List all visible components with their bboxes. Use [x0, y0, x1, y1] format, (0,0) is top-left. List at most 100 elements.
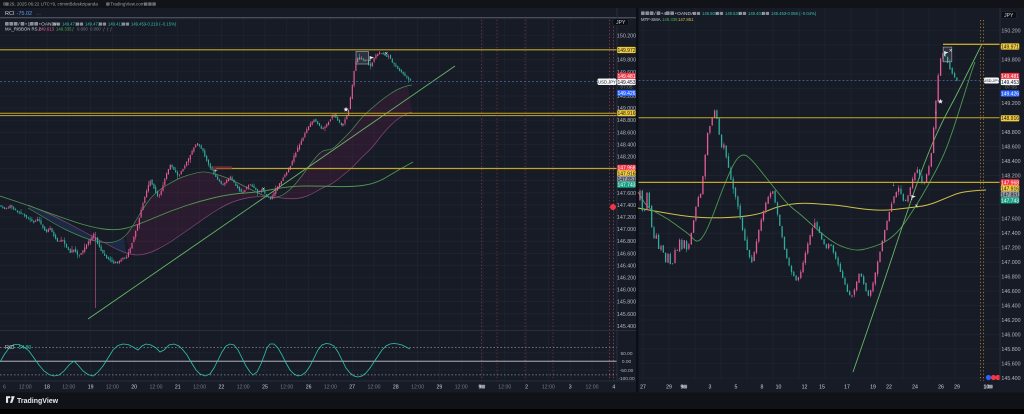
svg-text:4: 4	[612, 384, 615, 390]
svg-text:-50.00: -50.00	[620, 368, 634, 374]
svg-text:148.800: 148.800	[617, 118, 636, 124]
svg-text:147.200: 147.200	[1001, 246, 1020, 252]
svg-text:TradingView: TradingView	[17, 398, 59, 405]
svg-text:USD.JPY: USD.JPY	[598, 79, 616, 84]
svg-text:148.400: 148.400	[1001, 159, 1020, 165]
svg-text:1: 1	[28, 21, 31, 27]
svg-text:148.400: 148.400	[617, 142, 636, 148]
svg-text:20: 20	[131, 384, 137, 390]
svg-text:3: 3	[569, 384, 572, 390]
svg-text:21: 21	[175, 384, 181, 390]
svg-text:147.851: 147.851	[617, 177, 635, 183]
svg-text:149.471: 149.471	[62, 21, 78, 26]
svg-text:↑: ↑	[341, 123, 344, 129]
svg-text:/: /	[654, 11, 656, 17]
svg-text:149.453: 149.453	[1001, 80, 1019, 86]
svg-text:149.481: 149.481	[1001, 74, 1019, 80]
svg-text:145.400: 145.400	[617, 324, 636, 330]
svg-text:12:00: 12:00	[62, 384, 75, 390]
svg-text:147.851: 147.851	[1001, 192, 1019, 198]
svg-text:149.426: 149.426	[1001, 91, 1019, 97]
svg-text:MTF-SMA: MTF-SMA	[641, 17, 661, 22]
svg-text:USD.JPY: USD.JPY	[983, 79, 1000, 83]
svg-text:148.200: 148.200	[617, 155, 636, 161]
svg-text:12:00: 12:00	[193, 384, 206, 390]
svg-text:-54.80: -54.80	[17, 345, 31, 351]
svg-text:149.426: 149.426	[617, 91, 635, 97]
svg-text:149.600: 149.600	[617, 70, 636, 76]
svg-text:12:00: 12:00	[106, 384, 119, 390]
svg-text:146.600: 146.600	[1001, 289, 1020, 295]
svg-text:9: 9	[681, 384, 684, 390]
svg-text:ƒ ƒ ƒ: ƒ ƒ ƒ	[103, 27, 112, 32]
svg-text:27: 27	[349, 384, 355, 390]
svg-text:29, 2025 06:22 UTC+9, criminB: 29, 2025 06:22 UTC+9, criminBdoskzipanda	[9, 2, 98, 7]
svg-text:147.916: 147.916	[617, 171, 635, 177]
svg-text:07:05: 07:05	[1005, 84, 1017, 90]
svg-text:147.743: 147.743	[617, 183, 635, 189]
svg-text:0.000: 0.000	[77, 27, 88, 32]
svg-text:12:00: 12:00	[280, 384, 293, 390]
svg-text:149.000: 149.000	[617, 106, 636, 112]
svg-text:…: …	[36, 11, 41, 17]
svg-text:10: 10	[984, 384, 990, 390]
svg-text:146.800: 146.800	[1001, 275, 1020, 281]
svg-text:MA_RIBBON RS.2: MA_RIBBON RS.2	[5, 27, 42, 32]
svg-text:12:00: 12:00	[150, 384, 163, 390]
svg-text:147.200: 147.200	[617, 215, 636, 221]
svg-text:148.200: 148.200	[1001, 173, 1020, 179]
svg-text:-75.02: -75.02	[17, 11, 33, 17]
svg-text:150.200: 150.200	[1001, 29, 1020, 35]
svg-text:149.481: 149.481	[617, 74, 635, 80]
svg-text:OANDA: OANDA	[41, 21, 59, 27]
svg-text:12:00: 12:00	[411, 384, 424, 390]
svg-text:12:00: 12:00	[586, 384, 599, 390]
svg-text:146.000: 146.000	[617, 288, 636, 294]
svg-text:145.800: 145.800	[1001, 347, 1020, 353]
svg-text:147.968: 147.968	[1001, 180, 1019, 186]
svg-text:9: 9	[479, 384, 482, 390]
svg-text:149.972: 149.972	[617, 48, 635, 54]
svg-text:147.000: 147.000	[617, 227, 636, 233]
svg-text:145.800: 145.800	[617, 300, 636, 306]
svg-text:−0.056 (−0.04%): −0.056 (−0.04%)	[785, 11, 817, 16]
svg-text:×: ×	[915, 204, 919, 210]
svg-text:145.600: 145.600	[617, 312, 636, 318]
svg-text:RCI: RCI	[5, 345, 15, 351]
svg-text:0.000: 0.000	[90, 27, 101, 32]
svg-text:19: 19	[870, 384, 876, 390]
svg-text:12:00: 12:00	[498, 384, 511, 390]
svg-text:149.971: 149.971	[1001, 44, 1019, 50]
svg-text:8: 8	[3, 2, 6, 7]
svg-text:147.743: 147.743	[1001, 198, 1019, 204]
svg-text:29: 29	[437, 384, 443, 390]
svg-text:×: ×	[262, 187, 266, 193]
svg-text:148.916: 148.916	[1001, 116, 1019, 122]
svg-text:149.453: 149.453	[771, 11, 787, 16]
svg-text:19: 19	[88, 384, 94, 390]
svg-text:4: 4	[664, 11, 667, 17]
svg-text:149.335: 149.335	[662, 17, 678, 22]
svg-text:12:00: 12:00	[237, 384, 250, 390]
svg-text:146.400: 146.400	[1001, 304, 1020, 310]
svg-text:18: 18	[44, 384, 50, 390]
svg-text:146.200: 146.200	[617, 276, 636, 282]
svg-text:28: 28	[393, 384, 399, 390]
svg-text:147.968: 147.968	[617, 166, 635, 172]
svg-text:2: 2	[525, 384, 528, 390]
svg-text:12: 12	[802, 384, 808, 390]
svg-text:147.600: 147.600	[1001, 217, 1020, 223]
svg-text:147.600: 147.600	[617, 191, 636, 197]
svg-text:↓: ↓	[892, 182, 895, 188]
svg-text:148.800: 148.800	[1001, 130, 1020, 136]
svg-text:148.916: 148.916	[617, 111, 635, 117]
svg-text:5: 5	[735, 384, 738, 390]
svg-text:26: 26	[938, 384, 944, 390]
svg-text:↑: ↑	[935, 111, 938, 117]
svg-text:50.00: 50.00	[620, 351, 632, 357]
svg-text:12:00: 12:00	[19, 384, 32, 390]
svg-text:147.916: 147.916	[1001, 186, 1019, 192]
svg-text:29: 29	[666, 384, 672, 390]
svg-text:JPY: JPY	[1004, 13, 1014, 19]
svg-text:22: 22	[886, 384, 892, 390]
